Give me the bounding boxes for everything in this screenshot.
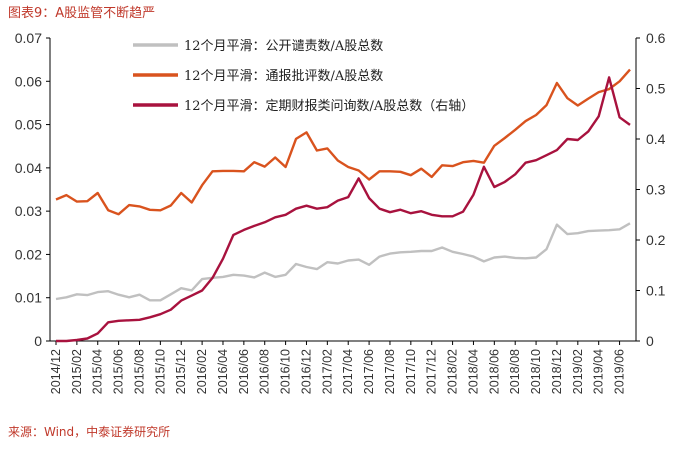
left-tick-label: 0.01 — [15, 290, 42, 306]
right-tick-label: 0.3 — [646, 182, 666, 198]
x-tick-label: 2018/06 — [487, 349, 501, 394]
x-tick-label: 2017/08 — [383, 349, 397, 394]
left-tick-label: 0.06 — [15, 73, 42, 89]
legend-item-public-censure-label: 12个月平滑：公开谴责数/A股总数 — [184, 39, 383, 54]
x-tick-label: 2018/02 — [446, 349, 460, 394]
x-tick-label: 2015/04 — [91, 349, 105, 394]
x-tick-label: 2019/04 — [592, 349, 606, 394]
x-tick-label: 2018/10 — [529, 349, 543, 394]
right-tick-label: 0.1 — [646, 283, 666, 299]
x-tick-label: 2015/10 — [153, 349, 167, 394]
x-tick-label: 2016/04 — [216, 349, 230, 394]
x-tick-label: 2017/10 — [404, 349, 418, 394]
x-tick-label: 2019/06 — [613, 349, 627, 394]
left-tick-label: 0 — [34, 333, 42, 349]
x-tick-label: 2018/12 — [550, 349, 564, 394]
x-tick-label: 2016/08 — [258, 349, 272, 394]
left-tick-label: 0.07 — [15, 30, 42, 46]
x-tick-label: 2018/04 — [466, 349, 480, 394]
right-tick-label: 0 — [646, 333, 654, 349]
right-tick-label: 0.2 — [646, 232, 666, 248]
right-axis-ticks: 0 0.1 0.2 0.3 0.4 0.5 0.6 — [636, 30, 666, 349]
public-censure-series-line — [55, 222, 631, 302]
x-tick-label: 2016/02 — [195, 349, 209, 394]
legend-item-circulated-criticism-label: 12个月平滑：通报批评数/A股总数 — [184, 69, 383, 84]
x-tick-label: 2018/08 — [508, 349, 522, 394]
x-tick-label: 2015/06 — [112, 349, 126, 394]
periodic-report-inquiry-series-line — [56, 76, 631, 343]
left-tick-label: 0.05 — [15, 117, 42, 133]
right-tick-label: 0.5 — [646, 81, 666, 97]
source-note: 来源：Wind，中泰证券研究所 — [8, 425, 171, 439]
x-tick-label: 2016/06 — [237, 349, 251, 394]
series-lines — [55, 68, 631, 343]
x-tick-label: 2017/06 — [362, 349, 376, 394]
x-tick-label: 2015/08 — [132, 349, 146, 394]
legend-item-periodic-report-inquiry-label: 12个月平滑：定期财报类问询数/A股总数（右轴） — [184, 99, 474, 114]
x-tick-label: 2015/02 — [70, 349, 84, 394]
right-tick-label: 0.4 — [646, 131, 666, 147]
x-tick-label: 2015/12 — [174, 349, 188, 394]
x-tick-label: 2017/02 — [320, 349, 334, 394]
x-tick-label: 2019/02 — [571, 349, 585, 394]
left-tick-label: 0.04 — [15, 160, 42, 176]
x-tick-label: 2014/12 — [49, 349, 63, 394]
left-tick-label: 0.03 — [15, 203, 42, 219]
legend: 12个月平滑：公开谴责数/A股总数 12个月平滑：通报批评数/A股总数 12个月平滑… — [133, 39, 474, 114]
x-axis-ticks: 2014/12 2015/02 2015/04 2015/06 2015/08 2015/… — [49, 341, 627, 394]
x-tick-label: 2017/04 — [341, 349, 355, 394]
figure-title: 图表9：A股监管不断趋严 — [8, 6, 156, 21]
x-tick-label: 2017/12 — [425, 349, 439, 394]
x-tick-label: 2016/10 — [279, 349, 293, 394]
right-tick-label: 0.6 — [646, 30, 666, 46]
x-tick-label: 2016/12 — [299, 349, 313, 394]
left-tick-label: 0.02 — [15, 246, 42, 262]
circulated-criticism-series-line — [55, 68, 631, 216]
left-axis-ticks: 0 0.01 0.02 0.03 0.04 0.05 0.06 0.07 — [15, 30, 50, 349]
